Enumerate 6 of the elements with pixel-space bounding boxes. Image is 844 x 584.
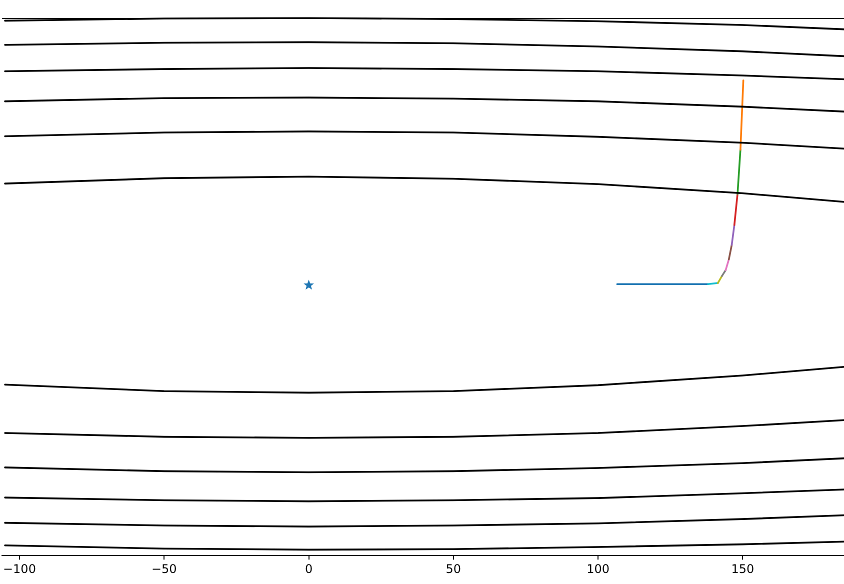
- x-tick-label: 0: [304, 562, 313, 576]
- x-tick-label: −100: [2, 562, 36, 576]
- x-tick-label: 100: [586, 562, 610, 576]
- x-tick-label: 150: [731, 562, 754, 576]
- x-tick-label: 50: [446, 562, 462, 576]
- x-tick-label: −50: [151, 562, 177, 576]
